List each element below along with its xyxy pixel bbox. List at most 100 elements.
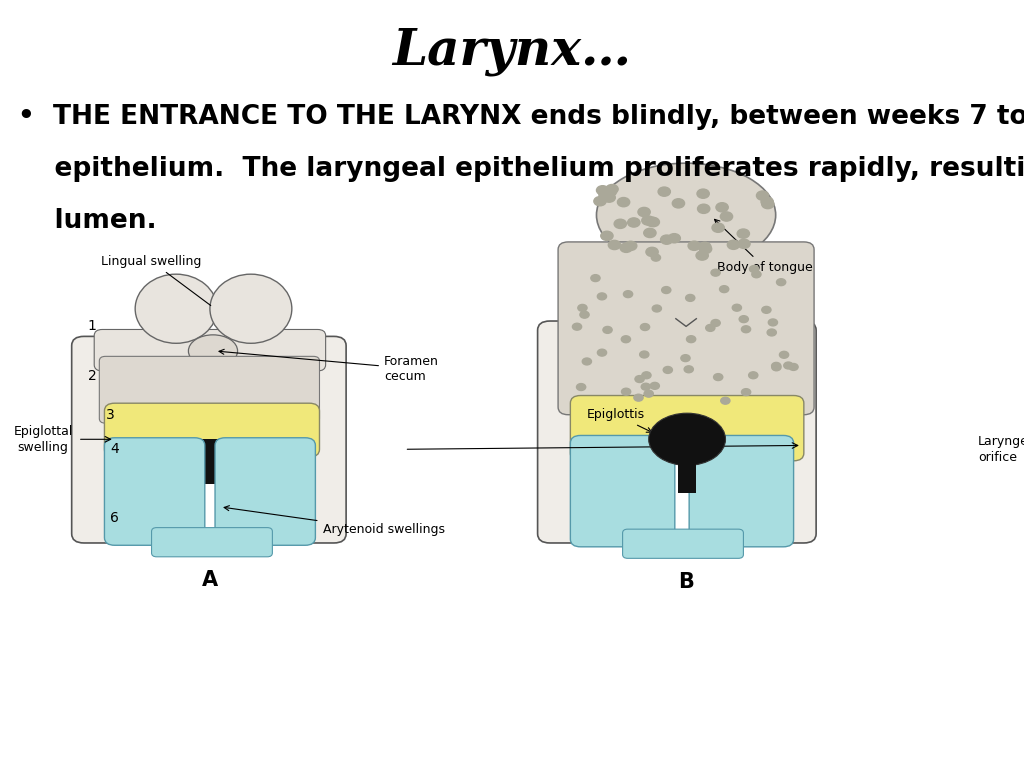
FancyBboxPatch shape <box>570 396 804 461</box>
Circle shape <box>644 228 656 237</box>
Circle shape <box>712 223 724 233</box>
Text: 3: 3 <box>106 408 115 422</box>
Text: 2: 2 <box>88 369 96 383</box>
Circle shape <box>628 218 640 227</box>
Text: Body of tongue: Body of tongue <box>715 220 813 274</box>
Circle shape <box>577 383 586 390</box>
Circle shape <box>578 304 587 311</box>
Circle shape <box>721 397 730 404</box>
Circle shape <box>727 240 739 250</box>
Circle shape <box>741 389 751 396</box>
FancyBboxPatch shape <box>283 336 346 543</box>
Circle shape <box>668 233 680 243</box>
FancyBboxPatch shape <box>177 439 241 451</box>
Circle shape <box>664 366 673 373</box>
Circle shape <box>686 294 695 301</box>
FancyBboxPatch shape <box>99 356 319 423</box>
Circle shape <box>762 200 774 209</box>
Circle shape <box>644 390 653 397</box>
Circle shape <box>638 207 650 217</box>
Text: Larynx…: Larynx… <box>392 27 632 76</box>
Circle shape <box>737 229 750 238</box>
Circle shape <box>699 244 712 253</box>
Circle shape <box>651 254 660 261</box>
Circle shape <box>580 311 589 318</box>
FancyBboxPatch shape <box>94 329 326 371</box>
Circle shape <box>603 326 612 333</box>
Circle shape <box>757 191 769 200</box>
Circle shape <box>640 323 649 330</box>
Circle shape <box>673 199 685 208</box>
Circle shape <box>714 373 723 380</box>
Circle shape <box>594 197 606 206</box>
Circle shape <box>706 324 715 331</box>
Circle shape <box>662 286 671 293</box>
Circle shape <box>749 372 758 379</box>
Circle shape <box>772 362 781 369</box>
Circle shape <box>591 275 600 282</box>
Circle shape <box>597 293 606 300</box>
Circle shape <box>641 383 650 390</box>
Circle shape <box>614 219 627 228</box>
Circle shape <box>624 290 633 297</box>
FancyBboxPatch shape <box>104 438 205 545</box>
Ellipse shape <box>188 335 238 367</box>
FancyBboxPatch shape <box>558 242 814 415</box>
Circle shape <box>779 351 788 358</box>
Text: Epiglottis: Epiglottis <box>587 409 651 432</box>
Circle shape <box>686 336 695 343</box>
Circle shape <box>650 382 659 389</box>
Circle shape <box>762 306 771 313</box>
Text: B: B <box>678 572 694 592</box>
Circle shape <box>625 241 637 250</box>
Circle shape <box>684 366 693 372</box>
Text: 4: 4 <box>111 442 119 456</box>
Circle shape <box>606 184 618 194</box>
FancyBboxPatch shape <box>215 438 315 545</box>
Circle shape <box>640 351 649 358</box>
Text: Foramen
cecum: Foramen cecum <box>219 349 439 382</box>
Circle shape <box>739 316 749 323</box>
Circle shape <box>788 363 798 370</box>
Circle shape <box>750 266 759 273</box>
Circle shape <box>583 358 592 365</box>
Circle shape <box>617 197 630 207</box>
Ellipse shape <box>210 274 292 343</box>
FancyBboxPatch shape <box>749 321 816 543</box>
Circle shape <box>646 217 658 227</box>
Circle shape <box>776 279 785 286</box>
Circle shape <box>711 319 720 326</box>
Circle shape <box>647 217 659 227</box>
FancyBboxPatch shape <box>570 435 675 547</box>
Circle shape <box>596 186 608 195</box>
Circle shape <box>604 187 616 197</box>
FancyBboxPatch shape <box>623 529 743 558</box>
Circle shape <box>761 197 773 207</box>
Text: Epiglottal
swelling: Epiglottal swelling <box>13 425 73 454</box>
FancyBboxPatch shape <box>72 336 135 543</box>
FancyBboxPatch shape <box>689 435 794 547</box>
Circle shape <box>603 193 615 202</box>
Circle shape <box>688 241 700 250</box>
Circle shape <box>660 235 673 244</box>
FancyBboxPatch shape <box>201 449 219 484</box>
Circle shape <box>697 204 710 214</box>
FancyBboxPatch shape <box>678 438 696 493</box>
Text: 1: 1 <box>88 319 96 333</box>
Text: •  THE ENTRANCE TO THE LARYNX ends blindly, between weeks 7 to 10, because of th: • THE ENTRANCE TO THE LARYNX ends blindl… <box>18 104 1024 130</box>
Text: lumen.: lumen. <box>18 208 157 234</box>
Circle shape <box>752 271 761 278</box>
Ellipse shape <box>649 413 725 465</box>
Text: epithelium.  The laryngeal epithelium proliferates rapidly, resulting in a tempo: epithelium. The laryngeal epithelium pro… <box>18 156 1024 182</box>
FancyBboxPatch shape <box>104 403 319 457</box>
Circle shape <box>720 286 729 293</box>
Circle shape <box>634 394 643 401</box>
Circle shape <box>621 243 633 253</box>
FancyBboxPatch shape <box>152 528 272 557</box>
Circle shape <box>597 349 606 356</box>
Circle shape <box>681 355 690 362</box>
Circle shape <box>696 251 709 260</box>
Text: A: A <box>202 570 218 590</box>
Text: Arytenoid swellings: Arytenoid swellings <box>224 505 444 536</box>
Circle shape <box>646 247 658 257</box>
